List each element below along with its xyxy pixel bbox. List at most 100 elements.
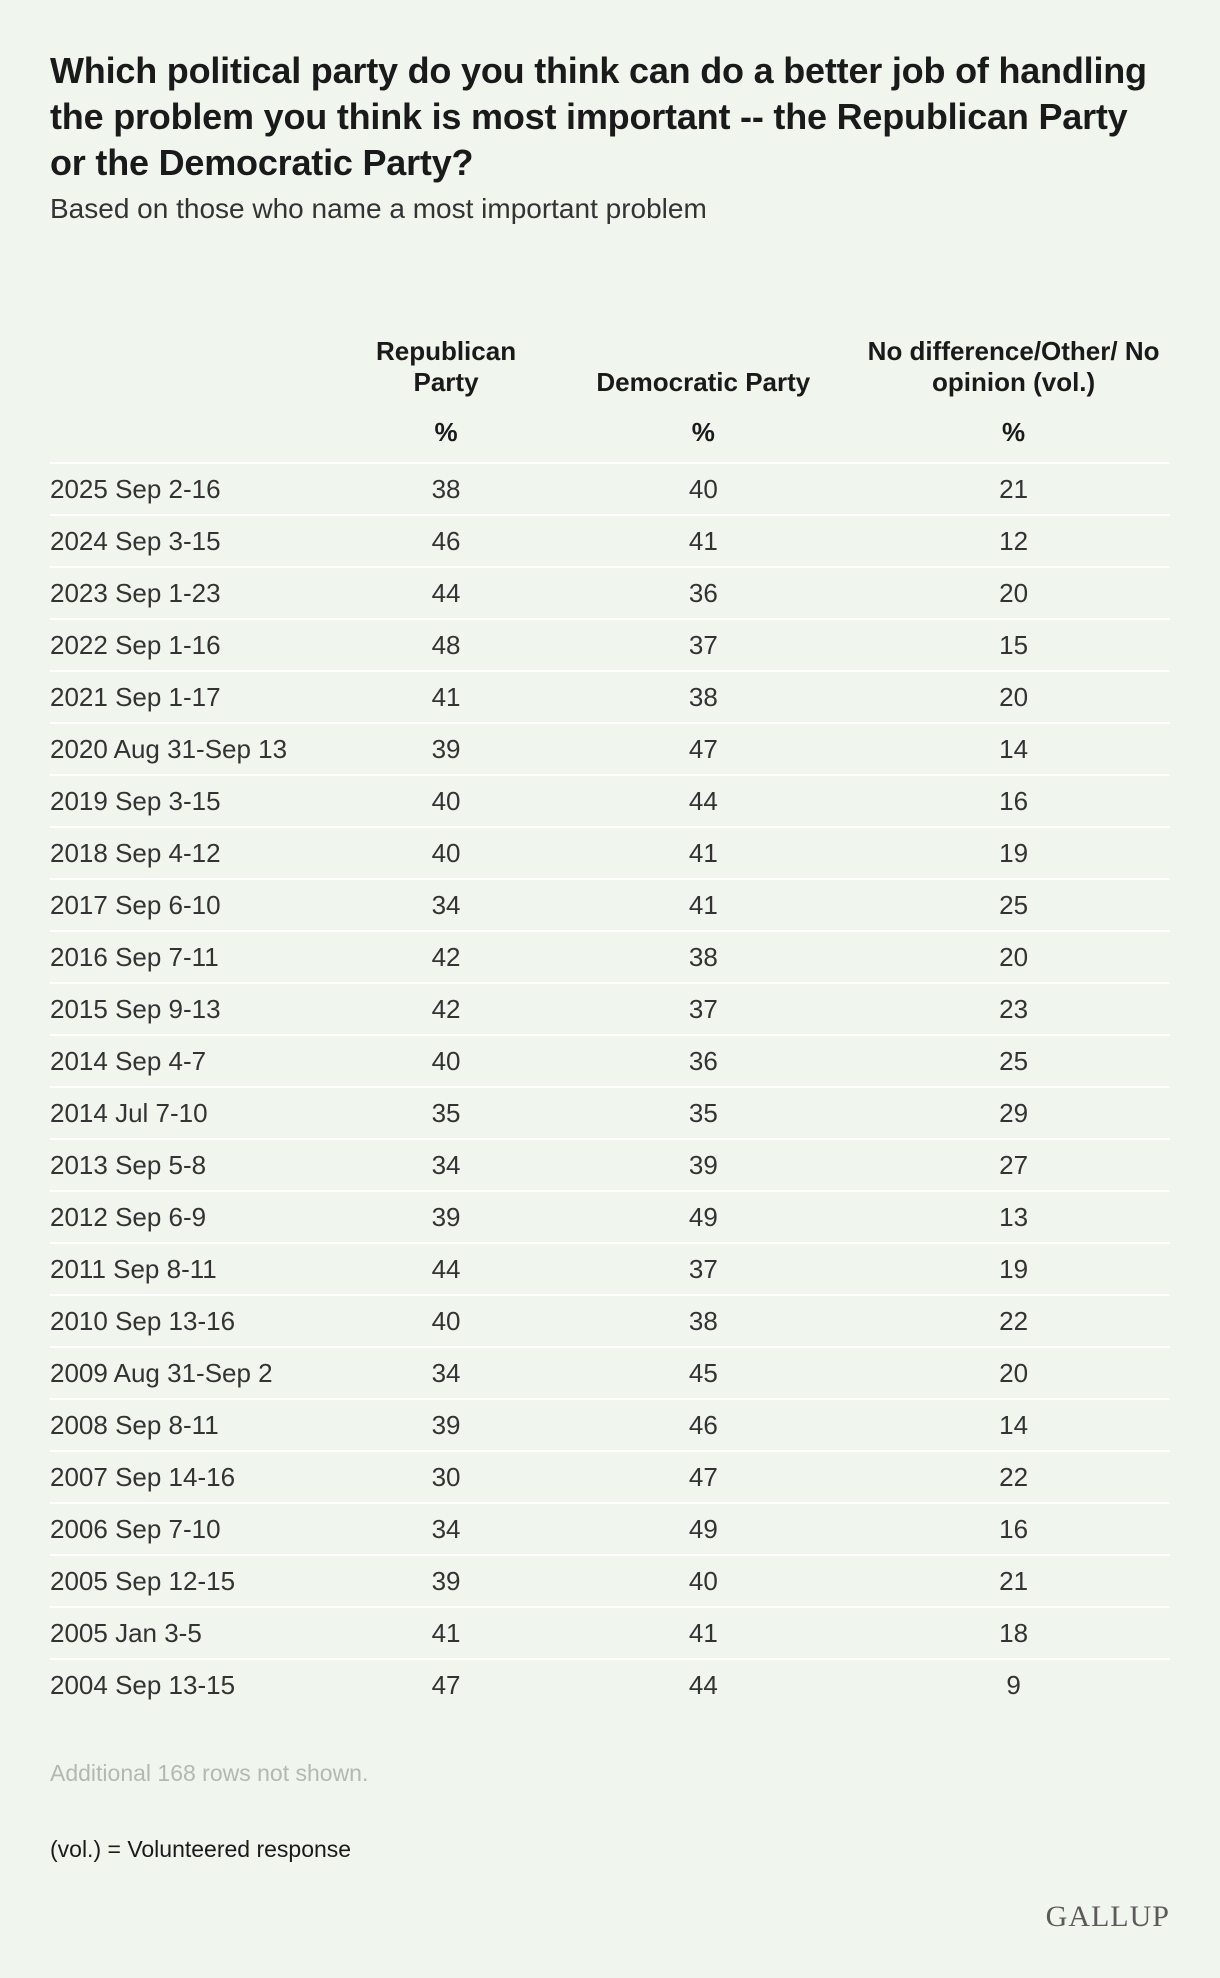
cell-no-difference: 21 [857,462,1170,515]
cell-democratic: 39 [549,1138,858,1191]
cell-republican: 34 [342,1346,550,1399]
cell-republican: 40 [342,826,550,879]
row-label: 2005 Sep 12-15 [50,1554,343,1607]
cell-no-difference: 13 [857,1190,1170,1243]
row-label: 2016 Sep 7-11 [50,930,343,983]
cell-democratic: 49 [549,1502,858,1555]
row-label: 2019 Sep 3-15 [50,774,343,827]
cell-no-difference: 15 [857,618,1170,671]
column-header-row: Republican Party Democratic Party No dif… [50,296,1170,402]
row-label-header [50,296,343,402]
row-label: 2008 Sep 8-11 [50,1398,343,1451]
table-row: 2013 Sep 5-8 34 39 27 [50,1138,1170,1191]
cell-no-difference: 23 [857,982,1170,1035]
cell-democratic: 36 [549,566,858,619]
cell-no-difference: 19 [857,1242,1170,1295]
unit-label-no-difference: % [1002,416,1026,447]
cell-democratic: 37 [549,618,858,671]
cell-democratic: 41 [549,1606,858,1659]
table-row: 2005 Sep 12-15 39 40 21 [50,1554,1170,1607]
gallup-logo: GALLUP [1045,1900,1170,1933]
cell-republican: 44 [342,1242,550,1295]
table-row: 2010 Sep 13-16 40 38 22 [50,1294,1170,1347]
row-label: 2020 Aug 31-Sep 13 [50,722,343,775]
cell-democratic: 38 [549,1294,858,1347]
row-label: 2007 Sep 14-16 [50,1450,343,1503]
chart-subtitle: Based on those who name a most important… [50,193,707,224]
cell-democratic: 47 [549,722,858,775]
cell-democratic: 35 [549,1086,858,1139]
table-row: 2017 Sep 6-10 34 41 25 [50,878,1170,931]
cell-democratic: 36 [549,1034,858,1087]
row-label: 2015 Sep 9-13 [50,982,343,1035]
table-row: 2025 Sep 2-16 38 40 21 [50,462,1170,515]
table-row: 2016 Sep 7-11 42 38 20 [50,930,1170,983]
cell-democratic: 37 [549,982,858,1035]
cell-republican: 44 [342,566,550,619]
row-label: 2006 Sep 7-10 [50,1502,343,1555]
cell-no-difference: 27 [857,1138,1170,1191]
cell-democratic: 41 [549,878,858,931]
table-row: 2014 Jul 7-10 35 35 29 [50,1086,1170,1139]
cell-no-difference: 22 [857,1450,1170,1503]
cell-republican: 40 [342,774,550,827]
unit-label-democratic: % [691,416,715,447]
table-row: 2021 Sep 1-17 41 38 20 [50,670,1170,723]
volunteered-response-note: (vol.) = Volunteered response [50,1836,352,1862]
row-label: 2004 Sep 13-15 [50,1658,343,1710]
cell-republican: 39 [342,1398,550,1451]
cell-republican: 46 [342,514,550,567]
cell-no-difference: 20 [857,930,1170,983]
cell-republican: 42 [342,930,550,983]
cell-no-difference: 29 [857,1086,1170,1139]
cell-republican: 48 [342,618,550,671]
table-row: 2014 Sep 4-7 40 36 25 [50,1034,1170,1087]
table-row: 2024 Sep 3-15 46 41 12 [50,514,1170,567]
cell-no-difference: 25 [857,1034,1170,1087]
cell-republican: 42 [342,982,550,1035]
cell-republican: 30 [342,1450,550,1503]
column-header-no-difference: No difference/Other/ No opinion (vol.) [867,336,1160,397]
cell-democratic: 41 [549,826,858,879]
table-body: 2025 Sep 2-16 38 40 21 2024 Sep 3-15 46 41 12 20… [50,462,1170,1710]
data-table: Republican Party Democratic Party No dif… [50,296,1170,1710]
cell-republican: 38 [342,462,550,515]
cell-no-difference: 9 [857,1658,1170,1710]
table-row: 2023 Sep 1-23 44 36 20 [50,566,1170,619]
cell-democratic: 40 [549,1554,858,1607]
cell-no-difference: 25 [857,878,1170,931]
cell-no-difference: 16 [857,774,1170,827]
cell-democratic: 41 [549,514,858,567]
cell-democratic: 44 [549,774,858,827]
cell-no-difference: 21 [857,1554,1170,1607]
cell-democratic: 38 [549,670,858,723]
cell-no-difference: 16 [857,1502,1170,1555]
cell-democratic: 38 [549,930,858,983]
table-row: 2018 Sep 4-12 40 41 19 [50,826,1170,879]
table-row: 2009 Aug 31-Sep 2 34 45 20 [50,1346,1170,1399]
row-label: 2023 Sep 1-23 [50,566,343,619]
cell-republican: 40 [342,1294,550,1347]
cell-democratic: 47 [549,1450,858,1503]
row-label: 2025 Sep 2-16 [50,462,343,515]
table-row: 2005 Jan 3-5 41 41 18 [50,1606,1170,1659]
cell-no-difference: 20 [857,566,1170,619]
cell-no-difference: 19 [857,826,1170,879]
cell-no-difference: 14 [857,722,1170,775]
row-label: 2018 Sep 4-12 [50,826,343,879]
row-label: 2014 Jul 7-10 [50,1086,343,1139]
row-label: 2012 Sep 6-9 [50,1190,343,1243]
cell-democratic: 44 [549,1658,858,1710]
cell-democratic: 37 [549,1242,858,1295]
table-row: 2007 Sep 14-16 30 47 22 [50,1450,1170,1503]
cell-democratic: 46 [549,1398,858,1451]
cell-no-difference: 20 [857,1346,1170,1399]
row-label: 2005 Jan 3-5 [50,1606,343,1659]
table-row: 2011 Sep 8-11 44 37 19 [50,1242,1170,1295]
unit-label-republican: % [434,416,458,447]
row-label: 2011 Sep 8-11 [50,1242,343,1295]
cell-no-difference: 14 [857,1398,1170,1451]
column-header-republican: Republican Party [375,336,517,397]
cell-republican: 41 [342,670,550,723]
cell-republican: 40 [342,1034,550,1087]
